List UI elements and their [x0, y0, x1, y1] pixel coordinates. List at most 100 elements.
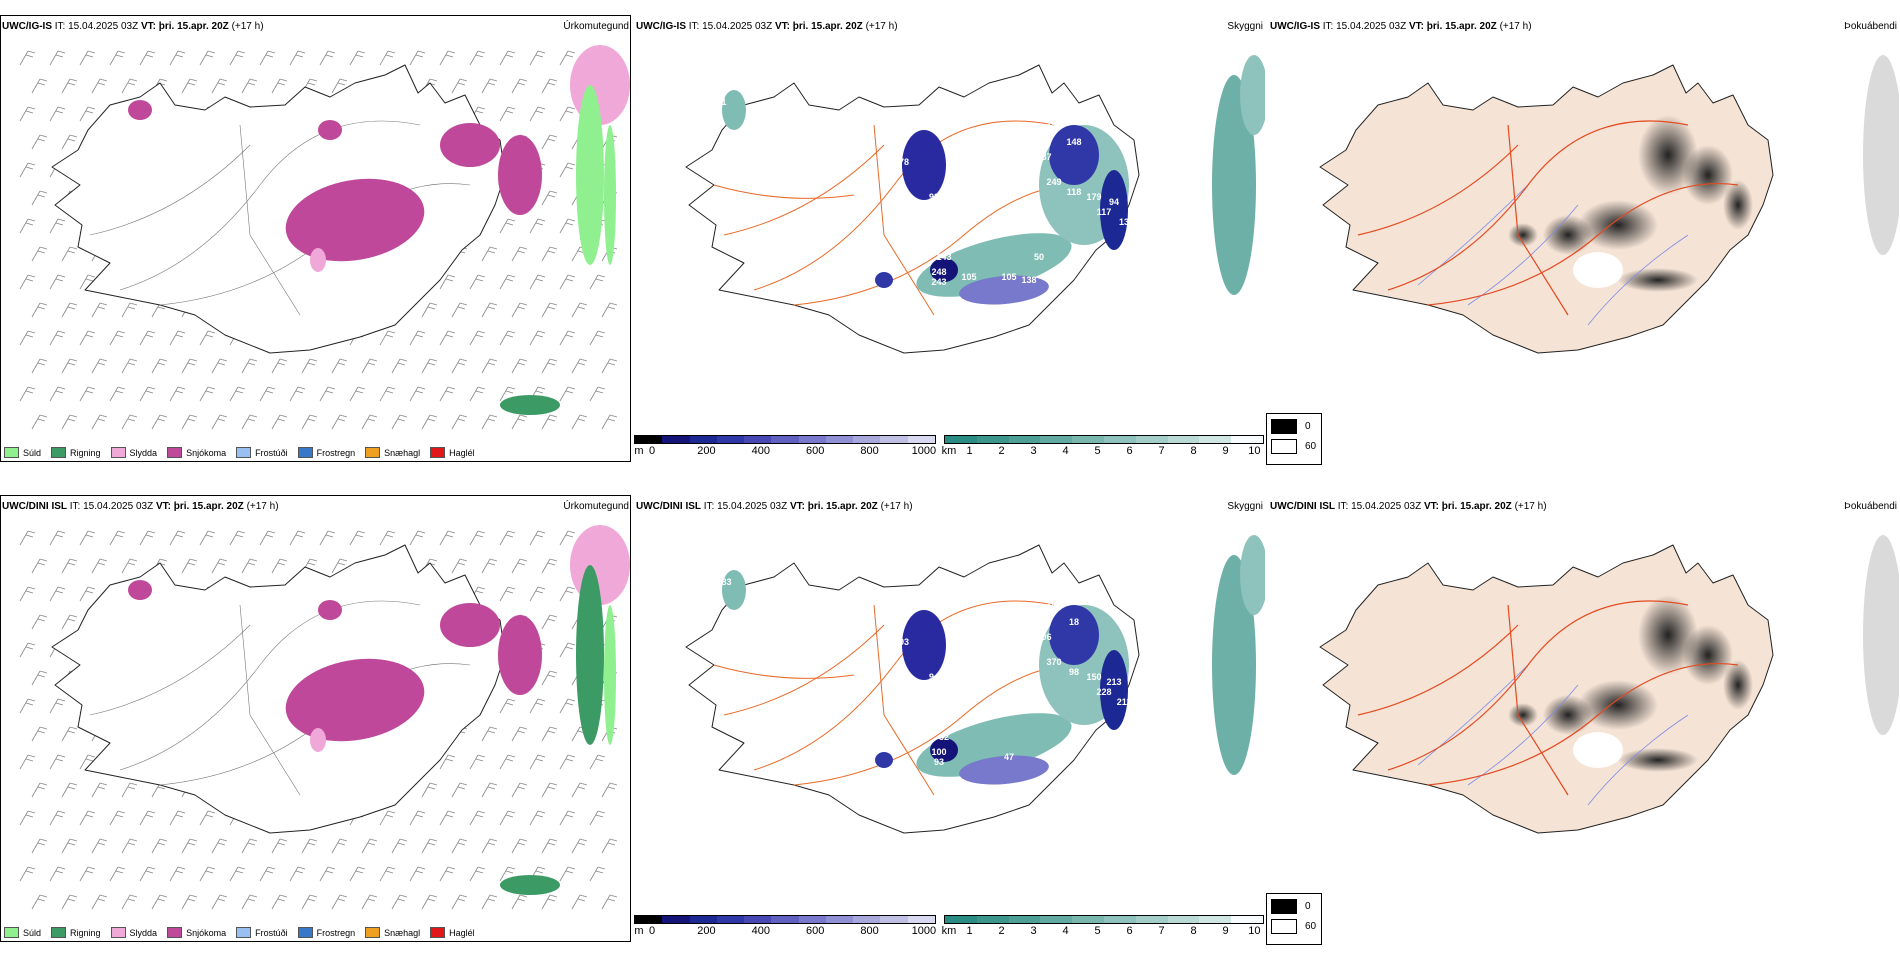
low-visibility-area — [722, 90, 746, 130]
snow-area — [498, 615, 542, 695]
snow-area — [128, 580, 152, 600]
fog-legend-item: 60 — [1271, 919, 1317, 934]
ceiling-value-label: 98 — [1069, 667, 1079, 677]
colorbar-bin — [716, 916, 745, 923]
colorbar-bin — [945, 916, 977, 923]
legend-swatch — [51, 447, 67, 458]
legend-swatch — [365, 927, 381, 938]
ceiling-value-label: 213 — [1106, 677, 1121, 687]
colorbar-bin — [907, 436, 935, 443]
ceiling-value-label: 306 — [1036, 632, 1051, 642]
coastline — [1319, 64, 1774, 354]
variable-title: Þokuábendi — [1844, 21, 1897, 32]
ceiling-value-label: 93 — [934, 757, 944, 767]
drizzle-area — [604, 125, 616, 265]
colorbar-bin — [1040, 916, 1073, 923]
colorbar-bin — [635, 436, 663, 443]
fog-area — [1723, 660, 1753, 710]
clear-area — [1573, 732, 1623, 768]
ceiling-value-label: 32 — [939, 732, 949, 742]
rain-area — [576, 85, 604, 265]
legend-label: 60 — [1305, 921, 1317, 932]
roads — [1357, 600, 1739, 796]
fog-panel-top: UWC/IG-IS IT: 15.04.2025 03Z VT: þri. 15… — [1268, 15, 1900, 480]
ceiling-value-label: 810 — [1128, 285, 1143, 295]
precip-legend-item: Snæhagl — [365, 927, 420, 938]
precip-type-panel-top: UWC/IG-IS IT: 15.04.2025 03Z VT: þri. 15… — [0, 15, 632, 480]
colorbar-tick-label: 2 — [998, 445, 1005, 457]
fog-area — [1578, 200, 1658, 250]
ceiling-value-label: 150 — [1086, 672, 1101, 682]
colorbar-bin — [1167, 436, 1200, 443]
legend-swatch — [110, 927, 126, 938]
drizzle-area — [604, 605, 616, 745]
fog-legend: 0 60 — [1266, 893, 1322, 945]
colorbar-bin — [1008, 916, 1041, 923]
colorbar-tick-label: 800 — [860, 445, 879, 457]
ceiling-value-label: 249 — [1046, 177, 1061, 187]
colorbar-tick-label: 200 — [697, 925, 716, 937]
colorbar-tick-label: 4 — [1062, 925, 1069, 937]
snow-area — [318, 600, 342, 620]
ceiling-value-label: 47 — [1004, 752, 1014, 762]
ceiling-value-label: 94 — [1109, 197, 1119, 207]
colorbar-unit: km — [941, 925, 957, 937]
colorbar-tick-label: 1 — [966, 925, 973, 937]
colorbar-bin — [1103, 916, 1136, 923]
legend-label: Snjókoma — [186, 927, 227, 938]
snow-area — [285, 658, 425, 742]
panel-header: UWC/IG-IS IT: 15.04.2025 03Z VT: þri. 15… — [636, 21, 898, 32]
precip-legend-item: Súld — [4, 927, 41, 938]
fog-legend: 0 60 — [1266, 413, 1322, 465]
precip-legend-item: Slydda — [110, 927, 157, 938]
precip-map — [19, 45, 630, 430]
colorbar-bin — [1231, 916, 1263, 923]
sleet-area — [310, 728, 326, 752]
legend-swatch — [51, 927, 67, 938]
low-visibility-area — [1212, 555, 1256, 775]
colorbar-bin — [689, 916, 717, 923]
colorbar-tick-label: 3 — [1030, 925, 1037, 937]
low-ceiling-area — [1100, 650, 1128, 730]
colorbar-strip — [634, 435, 936, 444]
fog-area — [1683, 145, 1733, 205]
colorbar-bin — [825, 436, 854, 443]
colorbar-bin — [1199, 436, 1232, 443]
colorbar-tick-label: 2 — [998, 925, 1005, 937]
low-ceiling-area — [902, 130, 946, 200]
colorbar-bin — [853, 916, 881, 923]
legend-swatch — [365, 447, 381, 458]
colorbar-tick-label: 8 — [1190, 925, 1197, 937]
ceiling-panel-top: UWC/IG-IS IT: 15.04.2025 03Z VT: þri. 15… — [634, 15, 1266, 480]
fog-map — [1319, 55, 1899, 354]
ceiling-value-label: 78 — [899, 157, 909, 167]
colorbar-bin — [744, 436, 772, 443]
colorbar-bin — [976, 436, 1009, 443]
colorbar-bin — [976, 916, 1009, 923]
ceiling-value-label: 117 — [1097, 207, 1112, 217]
precip-legend-item: Snæhagl — [365, 447, 420, 458]
colorbar-tick-label: 800 — [860, 925, 879, 937]
precip-legend-item: Frostúði — [236, 927, 288, 938]
low-visibility-area — [916, 713, 1072, 777]
colorbar-bin — [771, 916, 799, 923]
fog-legend-item: 0 — [1271, 899, 1317, 914]
colorbar-tick-label: 9 — [1222, 445, 1229, 457]
precip-legend-item: Súld — [4, 447, 41, 458]
ceiling-panel-bottom: UWC/DINI ISL IT: 15.04.2025 03Z VT: þri.… — [634, 495, 1266, 960]
colorbar-tick-label: 3 — [1030, 445, 1037, 457]
colorbar-bin — [880, 436, 908, 443]
coastline — [1319, 544, 1774, 834]
ceiling-value-label: 108 — [866, 257, 881, 267]
colorbar-tick-label: 10 — [1248, 925, 1261, 937]
precip-legend-item: Frostregn — [297, 447, 355, 458]
low-visibility-area — [1240, 535, 1265, 615]
ceiling-value-label: 94 — [929, 672, 939, 682]
low-ceiling-area — [1049, 605, 1099, 665]
ceiling-value-label: 104 — [1046, 272, 1061, 282]
colorbar-tick-label: 400 — [751, 925, 771, 937]
legend-label: 60 — [1305, 441, 1317, 452]
low-ceiling-area — [959, 275, 1049, 305]
